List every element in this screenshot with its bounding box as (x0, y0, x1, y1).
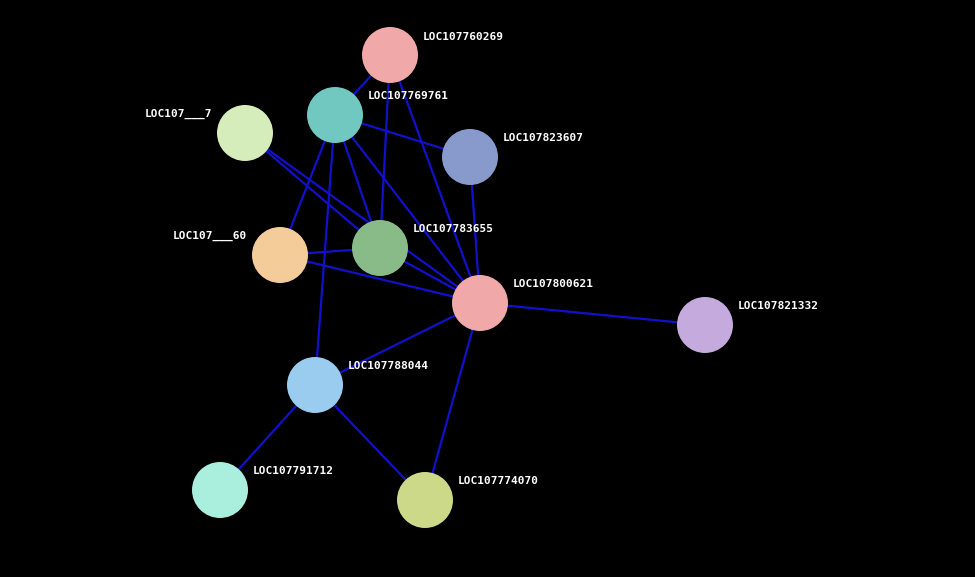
Text: LOC107783655: LOC107783655 (413, 224, 494, 234)
Circle shape (192, 462, 248, 518)
Circle shape (442, 129, 498, 185)
Circle shape (397, 472, 453, 528)
Circle shape (287, 357, 343, 413)
Text: LOC107788044: LOC107788044 (348, 361, 429, 371)
Circle shape (352, 220, 408, 276)
Circle shape (217, 105, 273, 161)
Text: LOC107821332: LOC107821332 (738, 301, 819, 311)
Circle shape (677, 297, 733, 353)
Text: LOC107769761: LOC107769761 (368, 91, 449, 101)
Circle shape (362, 27, 418, 83)
Text: LOC107774070: LOC107774070 (458, 476, 539, 486)
Text: LOC107760269: LOC107760269 (423, 32, 504, 42)
Text: LOC107791712: LOC107791712 (253, 466, 334, 476)
Text: LOC107___60: LOC107___60 (173, 231, 247, 241)
Circle shape (452, 275, 508, 331)
Circle shape (252, 227, 308, 283)
Text: LOC107800621: LOC107800621 (513, 279, 594, 289)
Text: LOC107823607: LOC107823607 (503, 133, 584, 143)
Text: LOC107___7: LOC107___7 (144, 109, 212, 119)
Circle shape (307, 87, 363, 143)
